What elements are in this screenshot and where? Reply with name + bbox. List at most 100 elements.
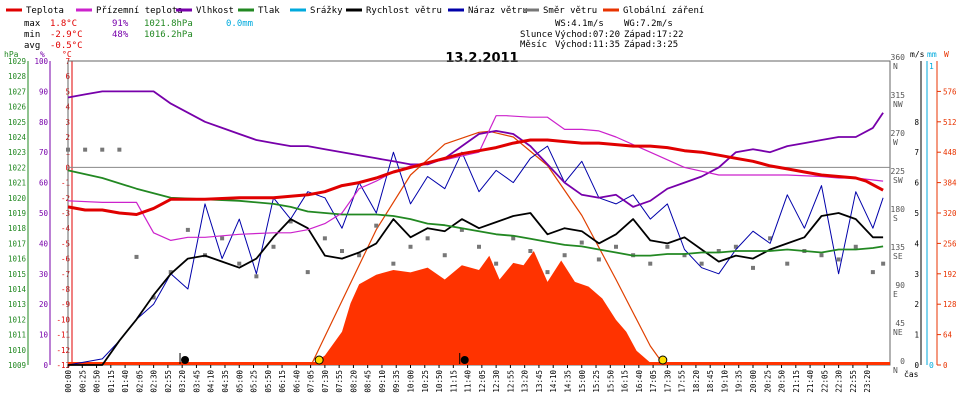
direction-tick: 315 bbox=[891, 91, 906, 100]
marker-moonset bbox=[181, 356, 190, 364]
series-smer-point bbox=[545, 270, 550, 275]
series-smer-point bbox=[596, 257, 601, 262]
legend-label-zareni: Globální záření bbox=[623, 6, 704, 16]
direction-label: NW bbox=[893, 100, 903, 109]
x-tick-label: 06:40 bbox=[292, 370, 301, 393]
x-tick-label: 06:15 bbox=[278, 370, 287, 393]
direction-tick: 90 bbox=[895, 281, 905, 290]
stats-min-hum: 48% bbox=[112, 30, 129, 40]
series-smer-point bbox=[83, 147, 88, 152]
axis-tick-1: 60 bbox=[39, 179, 49, 188]
x-tick-label: 01:40 bbox=[121, 370, 130, 393]
x-tick-label: 13:45 bbox=[535, 370, 544, 393]
x-tick-label: 03:20 bbox=[178, 370, 187, 393]
radiation-tick: 320 bbox=[943, 209, 957, 218]
stats-max-press: 1021.8hPa bbox=[144, 19, 193, 29]
x-tick-label: 12:05 bbox=[478, 370, 487, 393]
radiation-tick: 384 bbox=[943, 179, 957, 188]
sun-label: Slunce bbox=[520, 30, 553, 40]
series-smer-point bbox=[870, 270, 875, 275]
stats-min-temp: -2.9°C bbox=[50, 30, 83, 40]
legend: Teplota Přízemní teplota Vlhkost Tlak Srážky… bbox=[6, 6, 704, 16]
series-smer-point bbox=[819, 253, 824, 258]
series-smer-point bbox=[66, 147, 70, 152]
axis-tick-2: -3 bbox=[61, 209, 70, 218]
series-tlak bbox=[67, 169, 884, 257]
axis-tick-2: -12 bbox=[56, 346, 70, 355]
axis-tick-0: 1013 bbox=[8, 300, 26, 309]
direction-tick: 0 bbox=[900, 357, 905, 366]
direction-tick: 180 bbox=[891, 205, 906, 214]
axis-tick-1: 50 bbox=[39, 209, 49, 218]
direction-label: W bbox=[893, 138, 898, 147]
marker-moonrise bbox=[460, 356, 469, 364]
axis-tick-0: 1018 bbox=[8, 224, 27, 233]
sun-moon-info: WS:4.1m/s WG:7.2m/s Slunce Východ:07:20 … bbox=[520, 19, 684, 50]
axis-tick-1: 70 bbox=[39, 148, 49, 157]
sun-set: Západ:17:22 bbox=[624, 30, 684, 40]
axis-tick-1: 90 bbox=[39, 87, 49, 96]
direction-tick: 135 bbox=[891, 243, 906, 252]
axis-tick-1: 100 bbox=[34, 57, 48, 66]
series-smer-point bbox=[881, 261, 886, 266]
axis-tick-0: 1015 bbox=[8, 270, 26, 279]
marker-sunset bbox=[658, 355, 668, 365]
legend-label-naraz: Náraz větru bbox=[468, 6, 528, 16]
x-tick-label: 21:40 bbox=[806, 370, 815, 393]
axis-tick-0: 1011 bbox=[8, 331, 26, 340]
axis-tick-1: 10 bbox=[39, 331, 49, 340]
wind-tick: 6 bbox=[914, 179, 919, 188]
series-vlhkost bbox=[67, 90, 884, 208]
axis-tick-0: 1026 bbox=[8, 103, 27, 112]
axis-tick-0: 1024 bbox=[8, 133, 27, 142]
series-smer-point bbox=[528, 249, 533, 253]
radiation-tick: 192 bbox=[943, 270, 957, 279]
series-smer-point bbox=[477, 244, 481, 249]
x-tick-label: 14:10 bbox=[549, 370, 558, 393]
series-smer-point bbox=[836, 257, 841, 262]
series-smer-point bbox=[682, 253, 687, 258]
radiation-tick: 0 bbox=[943, 361, 948, 370]
x-tick-label: 05:50 bbox=[264, 370, 273, 393]
x-tick-label: 00:50 bbox=[93, 370, 102, 393]
series-smer-point bbox=[716, 249, 721, 253]
axis-tick-2: -9 bbox=[61, 300, 70, 309]
x-tick-label: 23:20 bbox=[863, 370, 872, 393]
axis-tick-0: 1025 bbox=[8, 118, 26, 127]
x-tick-label: 18:20 bbox=[692, 370, 701, 393]
axis-tick-0: 1021 bbox=[8, 179, 26, 188]
x-tick-label: 02:30 bbox=[150, 370, 159, 393]
x-axis-label: čas bbox=[904, 369, 919, 379]
series-smer-point bbox=[391, 261, 396, 266]
axis-tick-0: 1016 bbox=[8, 255, 27, 264]
x-tick-label: 19:35 bbox=[735, 370, 744, 393]
radiation-tick: 256 bbox=[943, 239, 957, 248]
legend-label-prizemni: Přízemní teplota bbox=[96, 6, 183, 16]
x-tick-label: 04:35 bbox=[221, 370, 230, 393]
x-tick-label: 05:00 bbox=[235, 370, 244, 393]
x-tick-label: 02:55 bbox=[164, 370, 173, 393]
direction-tick: 360 bbox=[891, 53, 906, 62]
axis-tick-2: -1 bbox=[61, 179, 70, 188]
series-smer-point bbox=[151, 295, 156, 300]
x-tick-label: 17:05 bbox=[649, 370, 658, 393]
x-tick-label: 17:30 bbox=[663, 370, 672, 393]
stats-avg-label: avg bbox=[24, 41, 40, 51]
series-smer-point bbox=[168, 270, 173, 275]
direction-tick: 45 bbox=[895, 319, 905, 328]
series-smer-point bbox=[305, 270, 310, 275]
axis-tick-1: 0 bbox=[43, 361, 48, 370]
series-smer-point bbox=[699, 261, 704, 266]
x-tick-label: 08:20 bbox=[349, 370, 358, 393]
wind-tick: 4 bbox=[914, 239, 919, 248]
wind-tick: 3 bbox=[914, 270, 919, 279]
x-tick-label: 02:05 bbox=[135, 370, 144, 393]
series-smer-point bbox=[237, 261, 242, 266]
axis-tick-2: -10 bbox=[56, 315, 70, 324]
series-smer-point bbox=[340, 249, 344, 253]
series-naraz bbox=[67, 145, 884, 366]
radiation-tick: 64 bbox=[943, 331, 953, 340]
axis-tick-0: 1029 bbox=[8, 57, 26, 66]
x-tick-label: 09:10 bbox=[378, 370, 387, 393]
